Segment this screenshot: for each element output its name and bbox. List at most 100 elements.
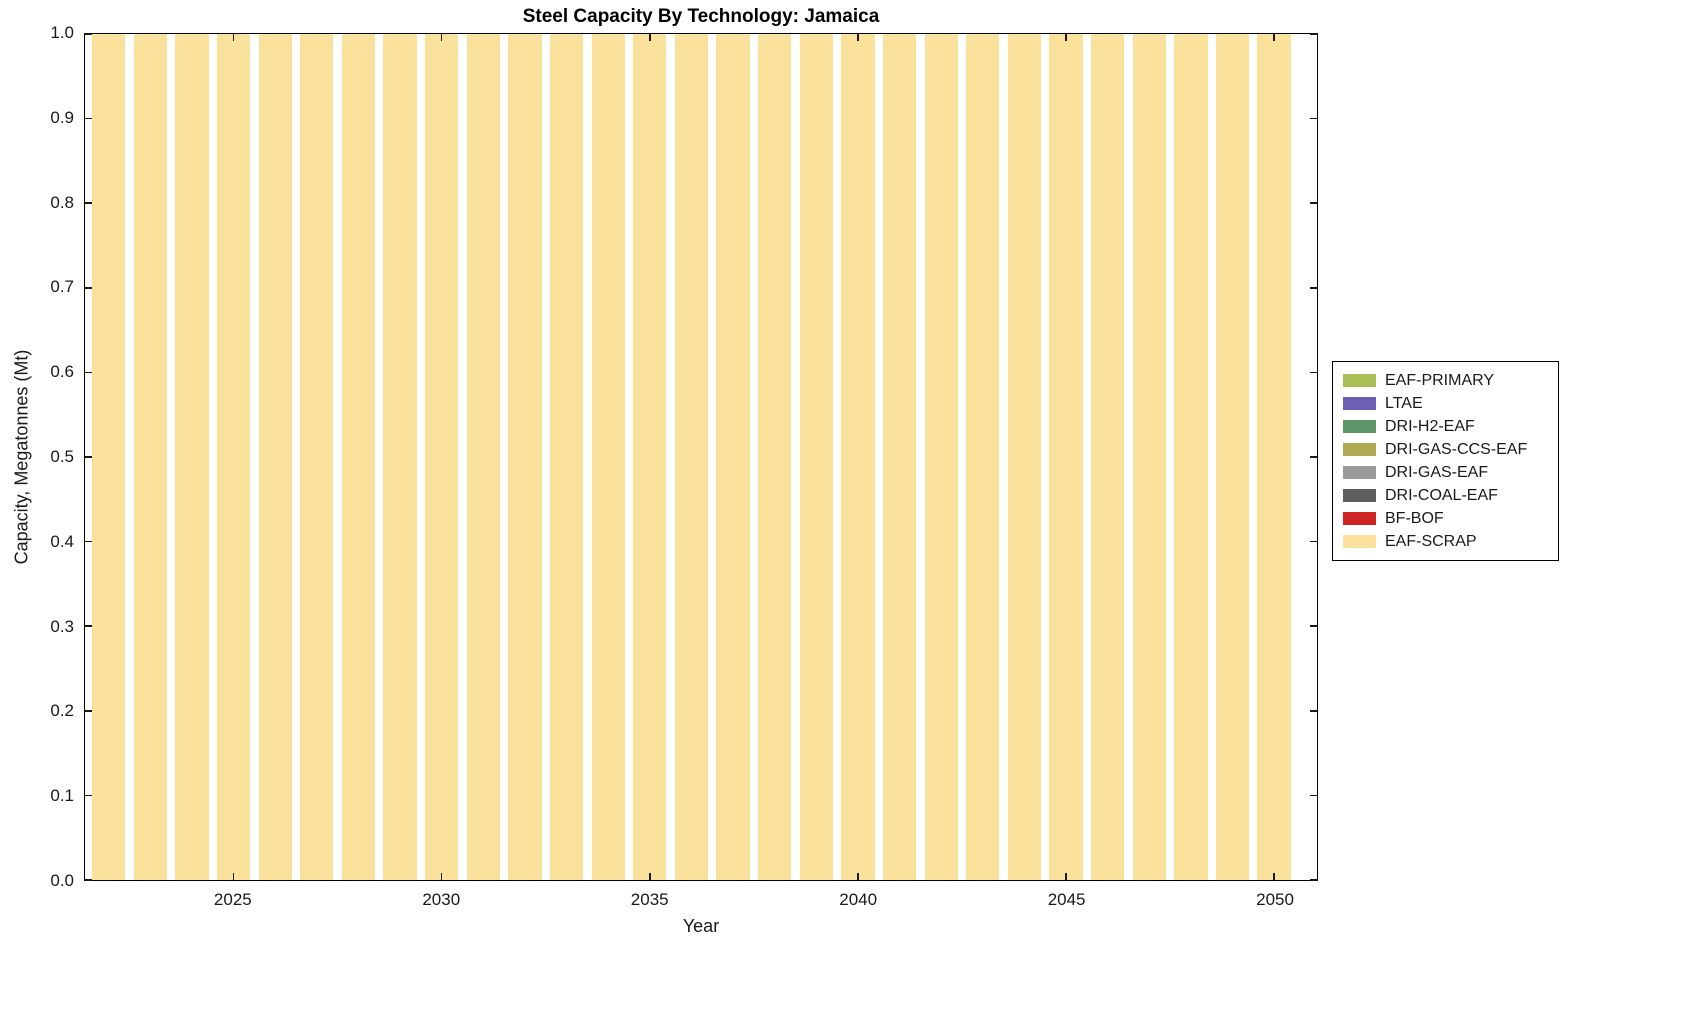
x-tick-label: 2050 (1256, 890, 1294, 909)
bar-2026-eaf-scrap (258, 34, 292, 880)
legend-label: DRI-GAS-EAF (1385, 463, 1489, 481)
legend-swatch-icon (1343, 466, 1376, 479)
y-tick-mark (85, 710, 92, 712)
y-tick-mark (1310, 456, 1317, 458)
legend-swatch-icon (1343, 397, 1376, 410)
y-tick-mark (85, 117, 92, 120)
bar-2025-eaf-scrap (216, 34, 251, 880)
legend-label: EAF-SCRAP (1385, 532, 1477, 550)
y-tick-mark (1310, 287, 1317, 289)
x-tick-mark (1065, 873, 1067, 880)
bar-2042-eaf-scrap (924, 34, 958, 880)
bar-2048-eaf-scrap (1174, 34, 1208, 880)
legend-swatch-icon (1343, 420, 1376, 433)
y-tick-mark (85, 33, 92, 35)
bar-2045-eaf-scrap (1049, 34, 1083, 880)
legend-item-dri-h2-eaf: DRI-H2-EAF (1333, 415, 1558, 438)
legend-item-bf-bof: BF-BOF (1333, 507, 1558, 530)
bar-2028-eaf-scrap (341, 34, 376, 880)
bar-2037-eaf-scrap (716, 34, 750, 880)
y-tick-mark (85, 879, 92, 881)
y-tick-mark (1310, 879, 1317, 881)
x-tick-mark (857, 34, 859, 41)
y-tick-label: 0.3 (50, 616, 74, 636)
bar-2043-eaf-scrap (966, 34, 1000, 880)
x-tick-mark (649, 873, 651, 880)
bar-2023-eaf-scrap (133, 34, 167, 880)
y-tick-mark (85, 202, 92, 204)
legend-item-ltae: LTAE (1333, 392, 1558, 415)
bar-2030-eaf-scrap (425, 34, 459, 880)
y-tick-mark (85, 371, 92, 374)
chart-title: Steel Capacity By Technology: Jamaica (522, 6, 880, 27)
bar-2050-eaf-scrap (1257, 34, 1291, 880)
bar-2034-eaf-scrap (591, 34, 625, 880)
bar-2039-eaf-scrap (799, 34, 833, 880)
y-tick-label: 0.1 (50, 786, 74, 806)
legend-item-eaf-primary: EAF-PRIMARY (1333, 369, 1558, 392)
bar-2046-eaf-scrap (1090, 34, 1125, 880)
x-axis-tick-labels: 2025 2030 2035 2040 2045 2050 (84, 890, 1318, 912)
legend-item-dri-gas-eaf: DRI-GAS-EAF (1333, 461, 1558, 484)
x-tick-mark (440, 34, 443, 41)
y-tick-label: 0.4 (50, 531, 74, 551)
y-tick-label: 1.0 (50, 23, 74, 42)
y-tick-label: 0.9 (50, 107, 74, 127)
y-tick-mark (85, 794, 92, 797)
x-tick-mark (232, 34, 235, 41)
bar-2036-eaf-scrap (674, 34, 709, 880)
bar-2027-eaf-scrap (300, 34, 334, 880)
x-tick-mark (1065, 34, 1067, 41)
y-tick-label: 0.0 (50, 871, 74, 890)
legend-swatch-icon (1343, 512, 1376, 525)
y-tick-label: 0.5 (50, 447, 74, 466)
legend-item-eaf-scrap: EAF-SCRAP (1333, 530, 1558, 553)
bar-2038-eaf-scrap (758, 34, 792, 880)
bar-2047-eaf-scrap (1132, 34, 1166, 880)
legend-label: EAF-PRIMARY (1385, 371, 1495, 389)
y-tick-label: 0.6 (50, 362, 74, 382)
x-tick-label: 2035 (630, 890, 669, 909)
bar-2035-eaf-scrap (633, 34, 667, 880)
legend-swatch-icon (1343, 489, 1376, 502)
y-tick-mark (1310, 371, 1317, 374)
y-tick-mark (85, 625, 92, 627)
y-tick-mark (1310, 710, 1317, 712)
bar-2031-eaf-scrap (466, 34, 500, 880)
x-tick-mark (1273, 873, 1275, 880)
legend-label: DRI-COAL-EAF (1385, 486, 1498, 504)
bar-2024-eaf-scrap (175, 34, 209, 880)
legend: EAF-PRIMARY LTAE DRI-H2-EAF DRI-GAS-CCS-EAF… (1332, 361, 1559, 561)
legend-label: DRI-GAS-CCS-EAF (1385, 440, 1528, 458)
y-tick-mark (1310, 794, 1317, 797)
legend-item-dri-coal-eaf: DRI-COAL-EAF (1333, 484, 1558, 507)
legend-label: DRI-H2-EAF (1385, 417, 1475, 435)
bar-2049-eaf-scrap (1215, 34, 1250, 880)
y-tick-mark (1310, 625, 1317, 627)
y-tick-mark (1310, 540, 1317, 543)
y-tick-mark (1310, 33, 1317, 35)
y-tick-label: 0.7 (50, 277, 74, 297)
bar-2040-eaf-scrap (841, 34, 875, 880)
x-tick-mark (232, 873, 235, 880)
y-axis-tick-labels: 0.0 0.1 0.2 0.3 0.4 0.5 0.6 0.7 0.8 0.9 1.0 (0, 23, 74, 890)
y-tick-mark (85, 540, 92, 543)
y-tick-label: 0.2 (50, 701, 74, 721)
x-tick-label: 2030 (422, 890, 461, 909)
bar-2029-eaf-scrap (383, 34, 417, 880)
bar-2041-eaf-scrap (882, 34, 917, 880)
x-tick-mark (857, 873, 859, 880)
legend-item-dri-gas-ccs-eaf: DRI-GAS-CCS-EAF (1333, 438, 1558, 461)
legend-swatch-icon (1343, 535, 1376, 548)
y-tick-mark (1310, 117, 1317, 120)
x-tick-label: 2025 (213, 890, 252, 909)
plot-area (84, 33, 1318, 881)
x-tick-mark (1273, 34, 1275, 41)
legend-swatch-icon (1343, 374, 1376, 387)
x-tick-label: 2040 (839, 890, 878, 909)
x-axis-label: Year (682, 916, 720, 936)
bar-2032-eaf-scrap (508, 34, 542, 880)
y-tick-mark (1310, 202, 1317, 204)
bar-2033-eaf-scrap (549, 34, 584, 880)
